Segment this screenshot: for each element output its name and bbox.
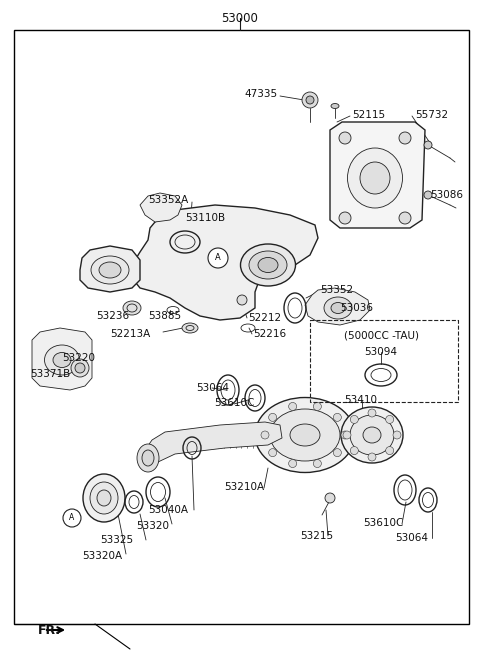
Text: A: A	[70, 514, 74, 522]
Ellipse shape	[290, 424, 320, 446]
Circle shape	[71, 359, 89, 377]
Ellipse shape	[182, 323, 198, 333]
Text: 53371B: 53371B	[30, 369, 70, 379]
Circle shape	[237, 295, 247, 305]
Polygon shape	[305, 288, 370, 325]
Circle shape	[399, 132, 411, 144]
Circle shape	[269, 449, 276, 457]
Text: (5000CC -TAU): (5000CC -TAU)	[344, 331, 419, 341]
Text: 47335: 47335	[245, 89, 278, 99]
Text: 53220: 53220	[62, 353, 95, 363]
Text: 53110B: 53110B	[185, 213, 225, 223]
Circle shape	[368, 453, 376, 461]
Ellipse shape	[363, 427, 381, 443]
Polygon shape	[140, 193, 182, 222]
Text: 53352A: 53352A	[148, 195, 188, 205]
Circle shape	[313, 459, 322, 468]
Text: 52115: 52115	[352, 110, 385, 120]
Circle shape	[334, 413, 341, 421]
Ellipse shape	[270, 409, 340, 461]
Polygon shape	[330, 122, 425, 228]
Ellipse shape	[258, 258, 278, 273]
Circle shape	[350, 447, 359, 455]
Circle shape	[339, 212, 351, 224]
Polygon shape	[132, 205, 318, 320]
Ellipse shape	[350, 415, 394, 455]
Text: 53325: 53325	[100, 535, 133, 545]
Ellipse shape	[331, 302, 345, 313]
Text: 55732: 55732	[415, 110, 448, 120]
Text: 53040A: 53040A	[148, 505, 188, 515]
Text: 52213A: 52213A	[110, 329, 150, 339]
Text: 53210A: 53210A	[224, 482, 264, 492]
Ellipse shape	[240, 244, 296, 286]
Circle shape	[75, 363, 85, 373]
Circle shape	[313, 403, 322, 411]
Text: 53064: 53064	[395, 533, 428, 543]
Circle shape	[306, 96, 314, 104]
Circle shape	[288, 459, 297, 468]
Ellipse shape	[249, 251, 287, 279]
Ellipse shape	[91, 256, 129, 284]
Circle shape	[385, 415, 394, 424]
Circle shape	[424, 191, 432, 199]
Circle shape	[339, 132, 351, 144]
Text: A: A	[215, 254, 221, 263]
Ellipse shape	[255, 397, 355, 472]
Circle shape	[208, 248, 228, 268]
Polygon shape	[32, 328, 92, 390]
Text: 53094: 53094	[364, 347, 397, 357]
Circle shape	[63, 509, 81, 527]
Text: 53320: 53320	[136, 521, 169, 531]
Circle shape	[424, 141, 432, 149]
Ellipse shape	[90, 482, 118, 514]
Text: 53000: 53000	[222, 12, 258, 24]
Text: 52212: 52212	[248, 313, 281, 323]
Text: 53320A: 53320A	[82, 551, 122, 561]
Text: 53885: 53885	[148, 311, 181, 321]
Circle shape	[341, 431, 349, 439]
Text: 53410: 53410	[344, 395, 377, 405]
Circle shape	[325, 493, 335, 503]
Circle shape	[368, 409, 376, 417]
Text: 53086: 53086	[430, 190, 463, 200]
Ellipse shape	[137, 444, 159, 472]
Ellipse shape	[360, 162, 390, 194]
Ellipse shape	[97, 490, 111, 506]
Circle shape	[385, 447, 394, 455]
Ellipse shape	[123, 301, 141, 315]
Ellipse shape	[341, 407, 403, 463]
Circle shape	[343, 431, 351, 439]
Polygon shape	[145, 422, 282, 468]
Text: 53352: 53352	[320, 285, 353, 295]
Text: FR.: FR.	[38, 623, 61, 637]
Circle shape	[393, 431, 401, 439]
Text: 52216: 52216	[253, 329, 286, 339]
Circle shape	[288, 403, 297, 411]
Text: 53064: 53064	[196, 383, 229, 393]
Ellipse shape	[45, 345, 80, 375]
Text: 53036: 53036	[340, 303, 373, 313]
Ellipse shape	[331, 104, 339, 108]
Ellipse shape	[348, 148, 403, 208]
Circle shape	[350, 415, 359, 424]
Ellipse shape	[83, 474, 125, 522]
Text: 53610C: 53610C	[214, 398, 254, 408]
Ellipse shape	[142, 450, 154, 466]
Text: 53610C: 53610C	[363, 518, 403, 528]
Circle shape	[334, 449, 341, 457]
Ellipse shape	[53, 353, 71, 367]
Text: 53215: 53215	[300, 531, 333, 541]
Polygon shape	[80, 246, 140, 292]
Text: 53236: 53236	[96, 311, 129, 321]
Bar	[310, 320, 458, 402]
Circle shape	[261, 431, 269, 439]
Circle shape	[399, 212, 411, 224]
Ellipse shape	[324, 297, 352, 319]
Circle shape	[269, 413, 276, 421]
Ellipse shape	[99, 262, 121, 278]
Circle shape	[302, 92, 318, 108]
